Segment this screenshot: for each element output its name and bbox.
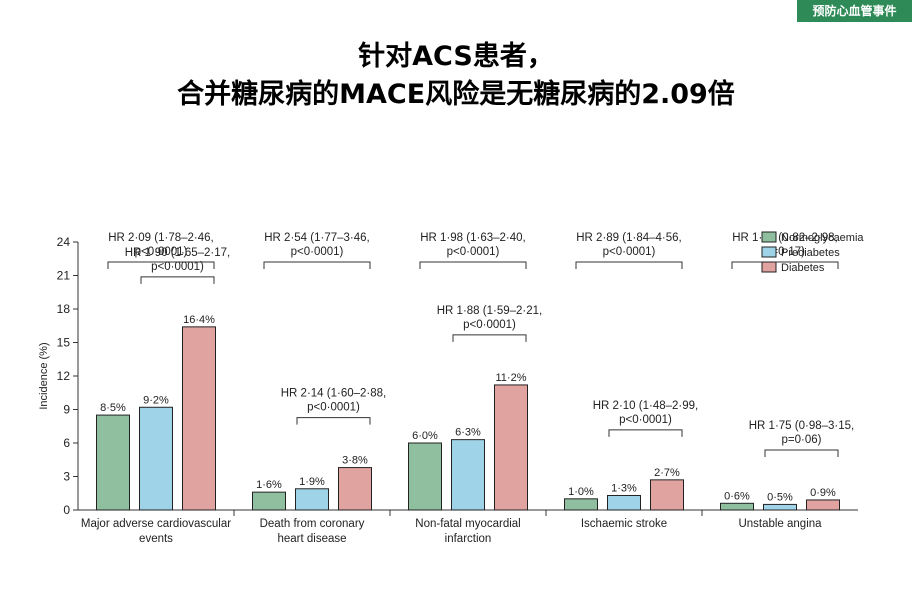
hr-bracket xyxy=(731,261,839,269)
legend-swatch xyxy=(761,246,777,258)
hr-pvalue: p<0·0001) xyxy=(447,246,500,258)
data-label: 0·5% xyxy=(767,491,793,503)
x-tick-label: infarction xyxy=(445,533,492,545)
bar xyxy=(408,442,442,511)
title-line-1: 针对ACS患者， xyxy=(358,41,554,72)
bar xyxy=(720,502,754,511)
category-badge: 预防心血管事件 xyxy=(797,0,912,22)
hr-label: HR 1·98 (1·63–2·40, xyxy=(420,232,525,244)
bar xyxy=(295,488,329,511)
hr-bracket xyxy=(575,261,683,269)
title-line-2: 合并糖尿病的MACE风险是无糖尿病的2.09倍 xyxy=(177,79,735,110)
hr-label: HR 2·10 (1·48–2·99, xyxy=(593,400,698,412)
data-label: 0·9% xyxy=(810,487,836,499)
data-label: 1·0% xyxy=(568,486,594,498)
y-tick-label: 18 xyxy=(57,302,71,316)
bar xyxy=(182,326,216,511)
bar xyxy=(564,498,598,511)
bar xyxy=(139,406,173,511)
bar xyxy=(650,479,684,511)
bar xyxy=(763,503,797,511)
y-tick-label: 12 xyxy=(57,369,71,383)
x-tick-label: Unstable angina xyxy=(738,518,822,530)
hr-bracket xyxy=(107,261,215,269)
hr-label: HR 1·90 (1·65–2·17, xyxy=(125,247,230,259)
bar xyxy=(607,494,641,511)
hr-pvalue: p=0·06) xyxy=(782,434,822,446)
bar xyxy=(338,467,372,511)
hr-bracket xyxy=(296,417,371,425)
y-axis-label: Incidence (%) xyxy=(38,342,50,409)
hr-pvalue: p<0·0001) xyxy=(463,319,516,331)
bar xyxy=(96,414,130,511)
data-label: 16·4% xyxy=(183,314,215,326)
hr-bracket xyxy=(419,261,527,269)
legend-swatch xyxy=(761,261,777,273)
y-tick-label: 3 xyxy=(63,470,70,484)
x-tick-label: events xyxy=(139,533,173,545)
hr-label: HR 2·54 (1·77–3·46, xyxy=(264,232,369,244)
y-tick-label: 24 xyxy=(57,235,71,249)
data-label: 6·0% xyxy=(412,430,438,442)
hr-bracket xyxy=(263,261,371,269)
x-tick-label: Ischaemic stroke xyxy=(581,518,667,530)
hr-bracket xyxy=(608,429,683,437)
legend-swatch xyxy=(761,231,777,243)
data-label: 8·5% xyxy=(100,402,126,414)
hr-label: HR 2·09 (1·78–2·46, xyxy=(108,232,213,244)
hr-pvalue: p<0·0001) xyxy=(135,246,188,258)
x-tick-label: Death from coronary xyxy=(260,518,365,530)
bar xyxy=(494,384,528,511)
y-tick-label: 6 xyxy=(63,436,70,450)
data-label: 3·8% xyxy=(342,455,368,467)
hr-label: HR 2·14 (1·60–2·88, xyxy=(281,388,386,400)
bar xyxy=(252,491,286,511)
legend-label: Prediabetes xyxy=(781,247,840,259)
hr-pvalue: p<0·0001) xyxy=(291,246,344,258)
legend-label: Normoglycaemia xyxy=(781,232,864,244)
data-label: 6·3% xyxy=(455,427,481,439)
hr-pvalue: p<0·0001) xyxy=(603,246,656,258)
y-tick-label: 0 xyxy=(63,503,70,517)
hr-pvalue: p<0·0001) xyxy=(619,414,672,426)
hr-label: HR 2·89 (1·84–4·56, xyxy=(576,232,681,244)
hr-pvalue: p<0·0001) xyxy=(151,261,204,273)
y-tick-label: 21 xyxy=(57,269,71,283)
data-label: 2·7% xyxy=(654,467,680,479)
hr-pvalue: p<0·0001) xyxy=(307,402,360,414)
y-tick-label: 15 xyxy=(57,336,71,350)
data-label: 11·2% xyxy=(496,372,527,384)
data-label: 0·6% xyxy=(724,490,750,502)
hr-bracket xyxy=(764,449,839,457)
hr-label: HR 1·88 (1·59–2·21, xyxy=(437,305,542,317)
data-label: 1·9% xyxy=(299,476,325,488)
x-tick-label: Non-fatal myocardial xyxy=(415,518,520,530)
hr-bracket xyxy=(452,334,527,342)
hr-label: HR 1·56 (0·82–2·98, xyxy=(732,232,837,244)
x-tick-label: heart disease xyxy=(277,533,346,545)
data-label: 9·2% xyxy=(143,394,169,406)
y-tick-label: 9 xyxy=(63,403,70,417)
data-label: 1·3% xyxy=(611,482,637,494)
bar xyxy=(451,439,485,511)
bar xyxy=(806,499,840,511)
data-label: 1·6% xyxy=(256,479,282,491)
hr-label: HR 1·75 (0·98–3·15, xyxy=(749,420,854,432)
x-tick-label: Major adverse cardiovascular xyxy=(81,518,231,530)
page-title: 针对ACS患者， 合并糖尿病的MACE风险是无糖尿病的2.09倍 xyxy=(0,38,912,114)
legend-label: Diabetes xyxy=(781,262,825,274)
hr-bracket xyxy=(140,276,215,284)
